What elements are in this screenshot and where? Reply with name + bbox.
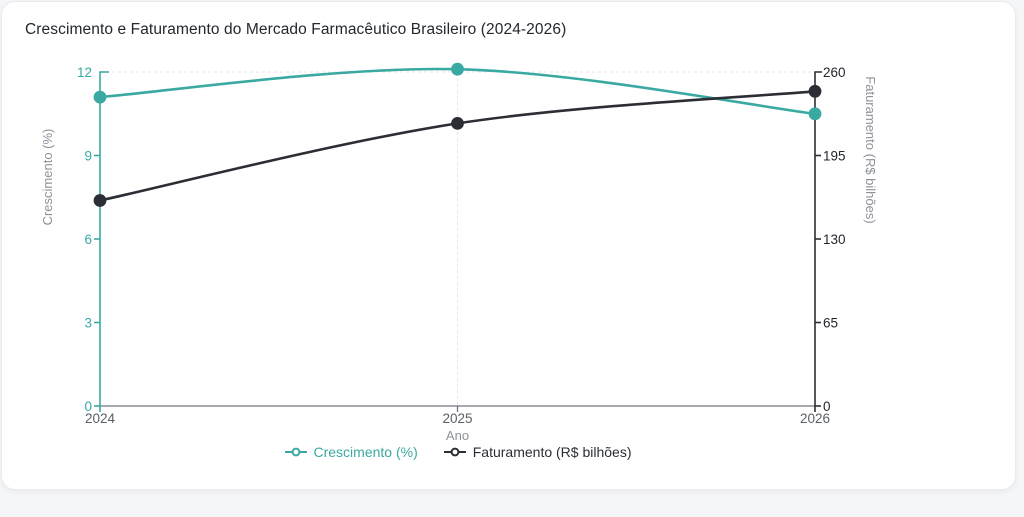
right-y-tick-label: 260 <box>823 65 846 80</box>
legend-label-crescimento: Crescimento (%) <box>313 444 418 460</box>
left-y-tick-label: 3 <box>84 316 92 331</box>
right-y-tick-label: 195 <box>823 149 846 164</box>
right-y-tick-label: 0 <box>823 399 831 414</box>
series-point-1 <box>451 117 464 130</box>
x-tick-label: 2024 <box>85 411 116 426</box>
left-y-tick-label: 9 <box>84 149 92 164</box>
x-axis-title: Ano <box>446 428 469 443</box>
left-y-tick-label: 12 <box>77 65 92 80</box>
right-y-tick-label: 130 <box>823 232 846 247</box>
left-y-tick-label: 0 <box>84 399 92 414</box>
right-y-tick-label: 65 <box>823 316 838 331</box>
series-point-0 <box>451 62 464 76</box>
legend-marker-crescimento-icon <box>284 447 307 457</box>
right-y-axis-title: Faturamento (R$ bilhões) <box>863 76 878 223</box>
legend-marker-faturamento-icon <box>443 447 466 457</box>
series-point-1 <box>93 194 107 207</box>
legend-item-crescimento[interactable]: Crescimento (%) <box>284 444 418 460</box>
left-y-axis-title: Crescimento (%) <box>40 129 55 226</box>
series-point-0 <box>808 107 822 121</box>
chart-card <box>1 1 1016 490</box>
left-y-tick-label: 6 <box>84 232 92 247</box>
legend-item-faturamento[interactable]: Faturamento (R$ bilhões) <box>443 444 632 460</box>
x-tick-label: 2025 <box>442 411 472 426</box>
left-y-axis <box>99 71 109 412</box>
series-point-1 <box>808 84 822 98</box>
legend-label-faturamento: Faturamento (R$ bilhões) <box>472 444 632 460</box>
chart-title: Crescimento e Faturamento do Mercado Far… <box>25 21 567 38</box>
series-point-0 <box>93 90 107 104</box>
chart-legend: Crescimento (%) Faturamento (R$ bilhões) <box>100 441 816 463</box>
right-y-axis <box>814 71 822 412</box>
x-tick-label: 2026 <box>800 411 830 426</box>
